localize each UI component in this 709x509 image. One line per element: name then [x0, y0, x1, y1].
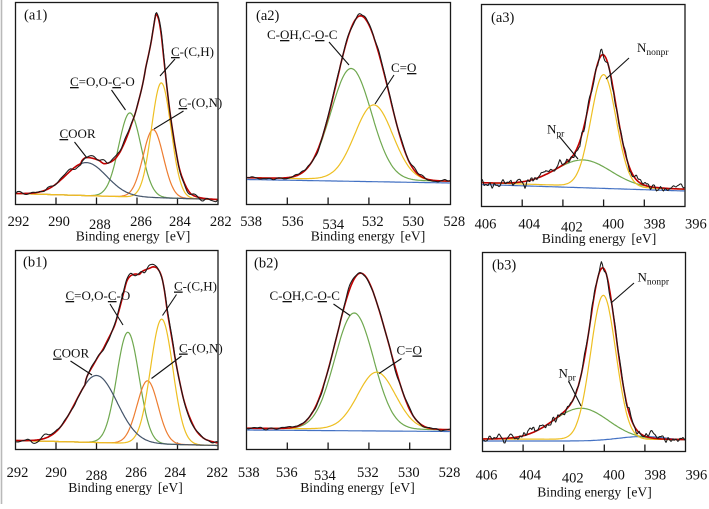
svg-text:396: 396: [685, 217, 707, 233]
svg-text:Binding energy [eV]: Binding energy [eV]: [311, 229, 426, 244]
svg-text:(b2): (b2): [254, 256, 278, 272]
svg-text:(a1): (a1): [24, 8, 48, 24]
svg-text:COOR: COOR: [60, 126, 96, 141]
svg-text:406: 406: [475, 217, 497, 233]
svg-text:538: 538: [240, 214, 262, 230]
svg-text:288: 288: [89, 217, 111, 233]
svg-text:286: 286: [130, 214, 152, 230]
svg-text:528: 528: [439, 465, 461, 481]
svg-text:282: 282: [206, 465, 228, 481]
svg-text:C-(C,H): C-(C,H): [174, 279, 217, 294]
svg-text:290: 290: [48, 214, 70, 230]
svg-text:C-OH,C-O-C: C-OH,C-O-C: [267, 27, 337, 42]
svg-text:538: 538: [238, 465, 260, 481]
svg-text:530: 530: [402, 214, 424, 230]
svg-text:532: 532: [357, 465, 379, 481]
svg-text:C=O,O-C-O: C=O,O-C-O: [70, 74, 135, 89]
svg-text:(b1): (b1): [23, 255, 47, 271]
svg-text:C-(O,N): C-(O,N): [179, 341, 223, 356]
svg-text:Binding energy [eV]: Binding energy [eV]: [542, 231, 657, 246]
svg-text:COOR: COOR: [53, 346, 89, 361]
svg-text:536: 536: [282, 214, 304, 230]
svg-text:288: 288: [86, 468, 108, 484]
svg-text:C-(C,H): C-(C,H): [171, 44, 214, 59]
svg-text:C-(O,N): C-(O,N): [179, 95, 223, 110]
svg-text:292: 292: [8, 214, 30, 230]
svg-text:406: 406: [476, 468, 498, 484]
svg-text:284: 284: [164, 465, 187, 481]
svg-text:536: 536: [276, 465, 298, 481]
svg-text:Binding energy [eV]: Binding energy [eV]: [68, 480, 183, 495]
svg-text:(a2): (a2): [256, 8, 280, 24]
svg-text:290: 290: [45, 465, 67, 481]
svg-text:292: 292: [7, 465, 29, 481]
svg-text:Binding energy [eV]: Binding energy [eV]: [537, 485, 652, 500]
svg-text:286: 286: [125, 465, 147, 481]
svg-text:C-OH,C-O-C: C-OH,C-O-C: [270, 288, 340, 303]
svg-text:528: 528: [443, 214, 465, 230]
svg-text:400: 400: [603, 468, 625, 484]
svg-text:398: 398: [644, 217, 666, 233]
svg-text:402: 402: [561, 220, 583, 236]
svg-text:404: 404: [518, 217, 541, 233]
svg-text:402: 402: [562, 471, 584, 487]
svg-text:C=O: C=O: [397, 343, 422, 358]
svg-text:534: 534: [322, 217, 345, 233]
svg-text:(b3): (b3): [492, 258, 516, 274]
svg-text:C=O: C=O: [391, 60, 416, 75]
svg-text:396: 396: [686, 468, 708, 484]
svg-text:534: 534: [314, 468, 337, 484]
svg-text:398: 398: [644, 468, 666, 484]
svg-text:Binding energy [eV]: Binding energy [eV]: [76, 229, 191, 244]
svg-text:530: 530: [398, 465, 420, 481]
svg-text:532: 532: [362, 214, 384, 230]
svg-text:284: 284: [169, 214, 192, 230]
svg-text:400: 400: [602, 217, 624, 233]
svg-text:(a3): (a3): [491, 10, 515, 26]
svg-text:C=O,O-C-O: C=O,O-C-O: [66, 288, 131, 303]
svg-text:Binding energy [eV]: Binding energy [eV]: [300, 480, 415, 495]
svg-text:404: 404: [519, 468, 542, 484]
svg-text:282: 282: [210, 214, 232, 230]
